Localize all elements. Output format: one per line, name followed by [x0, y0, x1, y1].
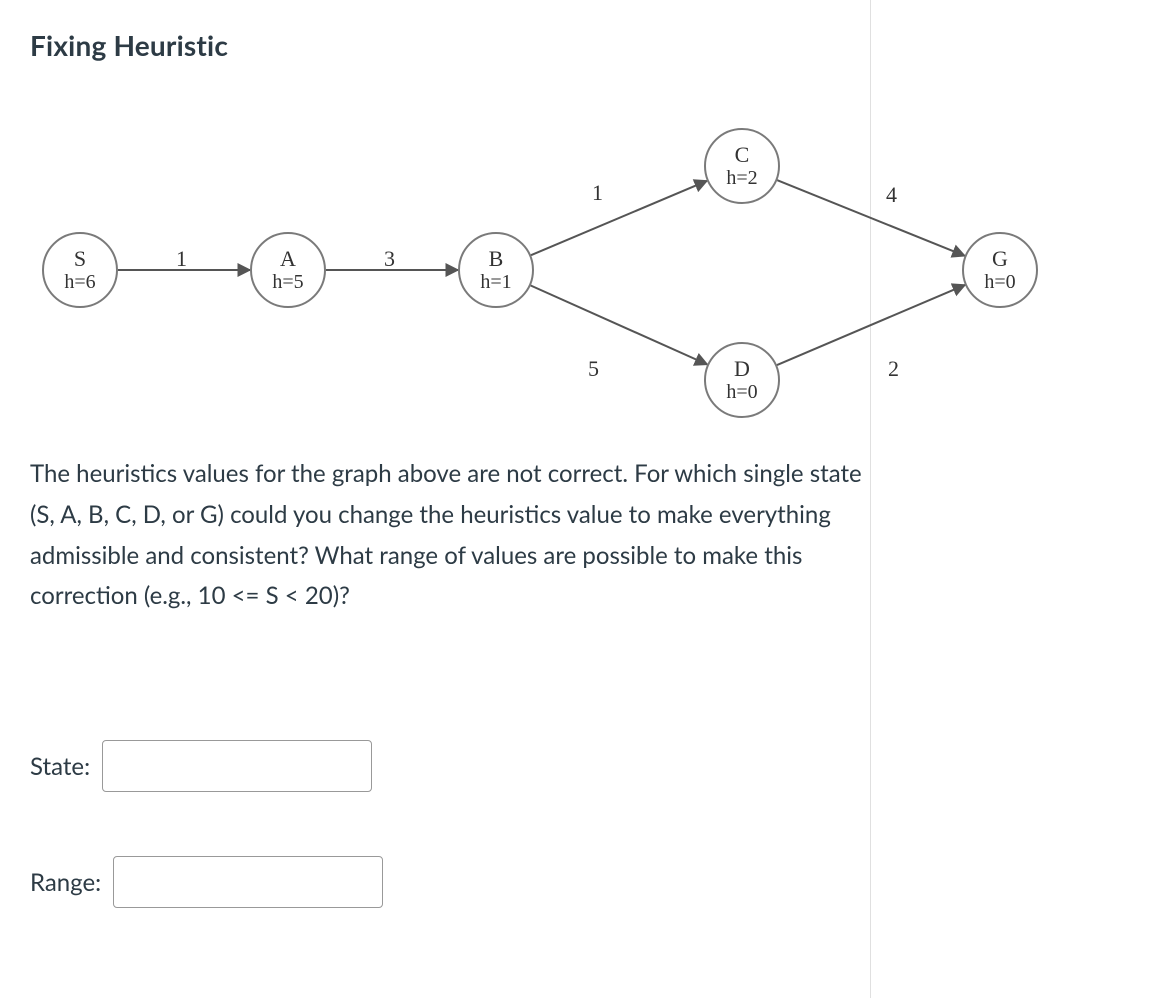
node-B: Bh=1	[458, 232, 534, 308]
node-heuristic-B: h=1	[480, 271, 511, 293]
node-S: Sh=6	[42, 232, 118, 308]
node-heuristic-C: h=2	[726, 167, 757, 189]
node-heuristic-G: h=0	[984, 271, 1015, 293]
edge-D-G	[777, 285, 965, 365]
edge-weight-D-G: 2	[888, 356, 899, 382]
node-label-B: B	[489, 247, 504, 271]
node-heuristic-S: h=6	[64, 271, 95, 293]
edge-C-G	[777, 180, 965, 256]
edge-weight-A-B: 3	[384, 246, 395, 272]
node-heuristic-A: h=5	[272, 271, 303, 293]
node-label-S: S	[74, 247, 86, 271]
edge-weight-B-C: 1	[592, 180, 603, 206]
node-label-C: C	[735, 143, 750, 167]
heuristic-graph: 131542Sh=6Ah=5Bh=1Ch=2Dh=0Gh=0	[30, 110, 1060, 420]
edge-B-D	[531, 286, 708, 365]
question-text: The heuristics values for the graph abov…	[30, 454, 880, 617]
node-label-G: G	[992, 247, 1008, 271]
state-label: State:	[30, 752, 90, 781]
range-row: Range:	[30, 856, 383, 908]
state-row: State:	[30, 740, 372, 792]
state-input[interactable]	[102, 740, 372, 792]
page: Fixing Heuristic 1 3 1 5 4 2 Sh=6 Ah=5 Bh=1 Ch=2 D…	[0, 0, 1162, 998]
node-label-A: A	[280, 247, 296, 271]
node-C: Ch=2	[704, 128, 780, 204]
range-label: Range:	[30, 868, 101, 897]
edge-weight-C-G: 4	[886, 182, 897, 208]
node-G: Gh=0	[962, 232, 1038, 308]
node-label-D: D	[734, 357, 750, 381]
node-D: Dh=0	[704, 342, 780, 418]
page-title: Fixing Heuristic	[30, 28, 228, 62]
range-input[interactable]	[113, 856, 383, 908]
edge-weight-S-A: 1	[176, 246, 187, 272]
node-A: Ah=5	[250, 232, 326, 308]
edge-B-C	[531, 181, 707, 255]
node-heuristic-D: h=0	[726, 381, 757, 403]
edge-weight-B-D: 5	[588, 356, 599, 382]
